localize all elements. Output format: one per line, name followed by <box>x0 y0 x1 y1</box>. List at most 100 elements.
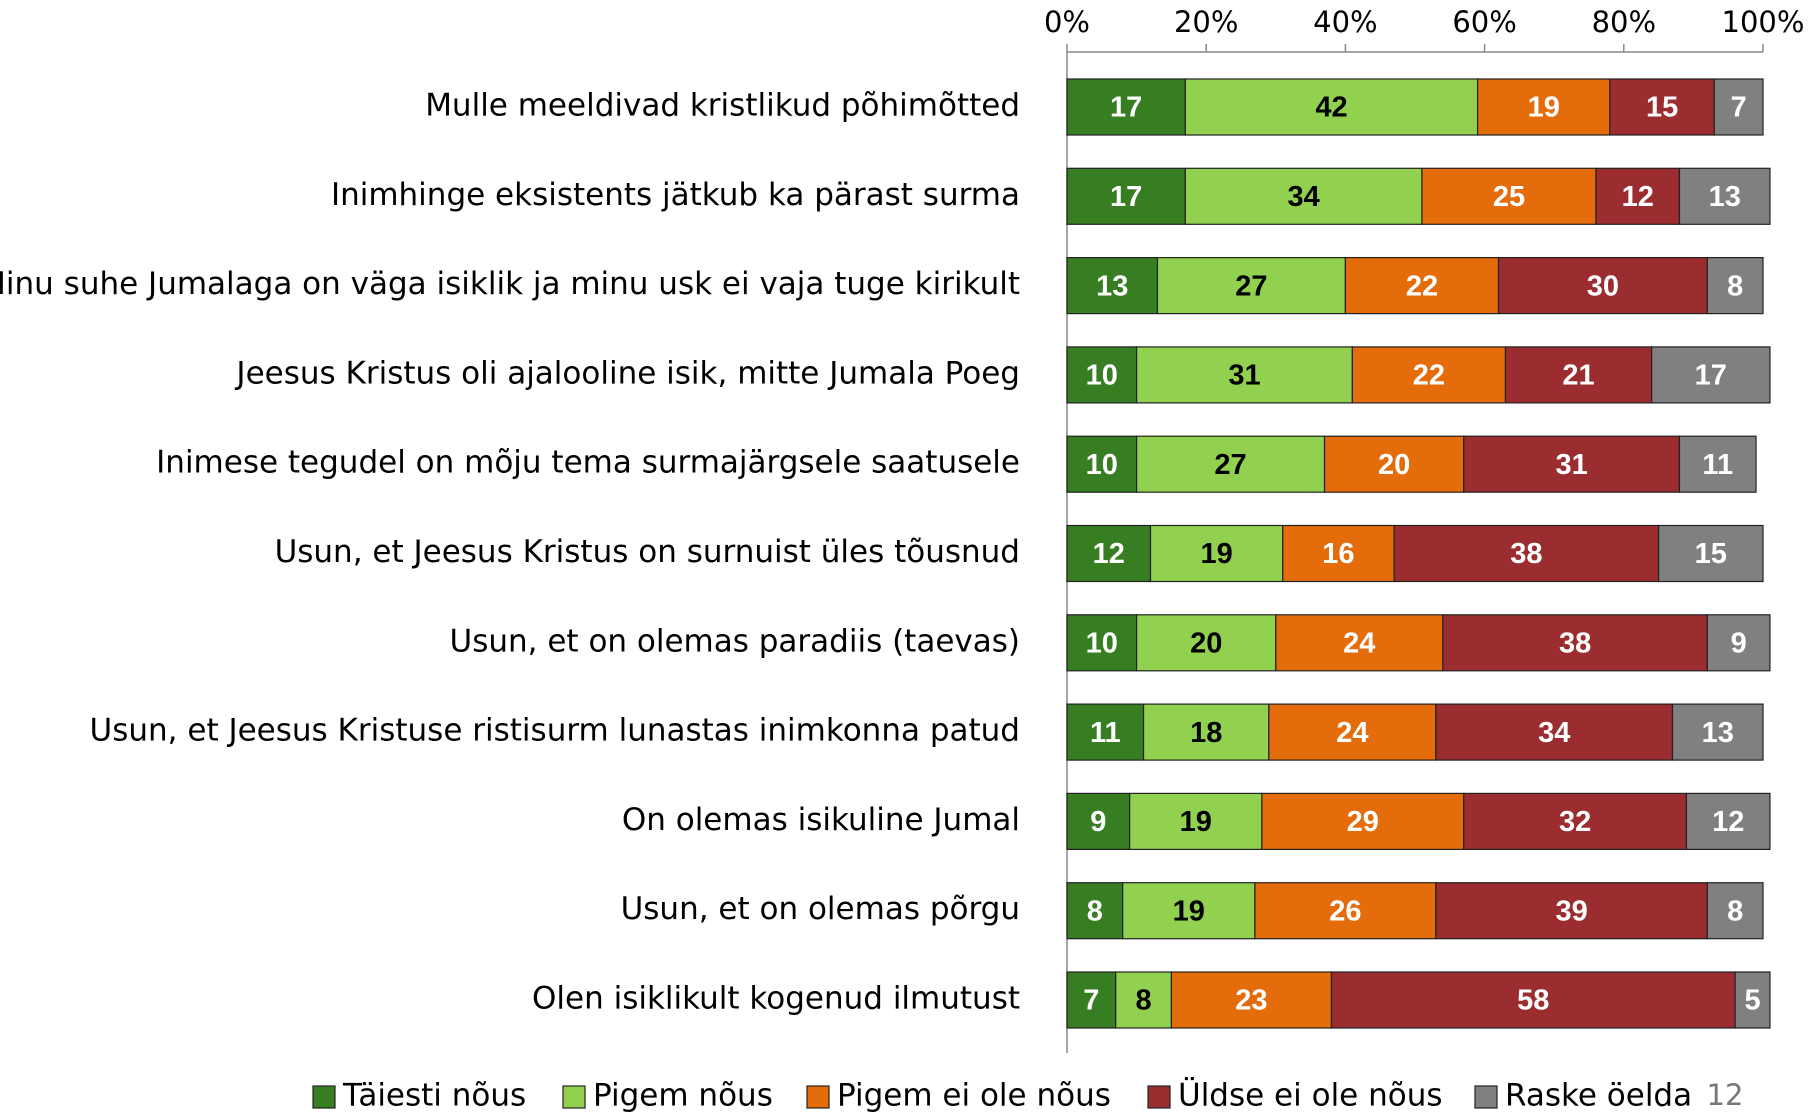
value-label: 20 <box>1190 627 1222 659</box>
value-label: 13 <box>1709 181 1741 213</box>
value-label: 19 <box>1201 538 1233 570</box>
value-label: 34 <box>1288 181 1320 213</box>
bar-segment <box>1706 882 1764 940</box>
value-label: 17 <box>1695 360 1727 392</box>
page-number: 12 <box>1707 1078 1744 1112</box>
bar-segment <box>1734 971 1771 1029</box>
value-label: 27 <box>1235 270 1267 302</box>
value-label: 21 <box>1562 360 1594 392</box>
value-label: 12 <box>1093 538 1125 570</box>
bar-segment <box>1713 78 1764 136</box>
value-label: 24 <box>1336 717 1368 749</box>
bar-segment <box>1066 971 1117 1029</box>
value-label: 10 <box>1086 360 1118 392</box>
category-label: Inimese tegudel on mõju tema surmajärgse… <box>156 445 1020 481</box>
value-label: 8 <box>1087 895 1103 927</box>
bar-segment <box>1135 435 1326 493</box>
value-label: 12 <box>1622 181 1654 213</box>
value-label: 30 <box>1587 270 1619 302</box>
value-label: 25 <box>1493 181 1525 213</box>
x-tick-label: 60% <box>1452 5 1516 39</box>
x-tick-label: 80% <box>1592 5 1656 39</box>
bar-segment <box>1156 257 1346 315</box>
legend-swatch <box>312 1085 336 1109</box>
value-label: 20 <box>1378 449 1410 481</box>
bar-segment <box>1323 435 1465 493</box>
bar-segment <box>1066 78 1186 136</box>
legend-label: Üldse ei ole nõus <box>1178 1077 1443 1112</box>
bar-segment <box>1678 167 1771 225</box>
value-label: 9 <box>1731 627 1747 659</box>
bar-segment <box>1066 882 1124 940</box>
value-label: 17 <box>1110 181 1142 213</box>
bar-segment <box>1268 703 1437 761</box>
bar-segment <box>1685 792 1771 851</box>
value-label: 27 <box>1214 449 1246 481</box>
x-tick-label: 40% <box>1313 5 1377 39</box>
bar-segment <box>1254 882 1437 940</box>
legend-label: Pigem nõus <box>593 1078 773 1112</box>
value-label: 31 <box>1228 360 1260 392</box>
value-label: 42 <box>1315 92 1347 124</box>
category-label: On olemas isikuline Jumal <box>622 802 1020 838</box>
value-label: 26 <box>1329 895 1361 927</box>
value-label: 5 <box>1744 985 1760 1017</box>
bar-segment <box>1393 524 1660 583</box>
bar-segment <box>1463 435 1681 493</box>
bar-segment <box>1149 524 1284 583</box>
bar-segment <box>1184 167 1423 225</box>
bar-segment <box>1275 614 1444 672</box>
value-label: 16 <box>1322 538 1354 570</box>
category-label: Jeesus Kristus oli ajalooline isik, mitt… <box>234 355 1020 391</box>
legend-swatch <box>1474 1085 1498 1109</box>
bar-segment <box>1282 524 1395 583</box>
bar-segment <box>1066 792 1131 851</box>
value-label: 19 <box>1173 895 1205 927</box>
bar-segment <box>1170 971 1333 1029</box>
bar-segment <box>1678 435 1757 493</box>
bar-segment <box>1066 257 1159 315</box>
bar-segment <box>1351 346 1507 404</box>
bar-segment <box>1671 703 1764 761</box>
category-label: Inimhinge eksistents jätkub ka pärast su… <box>331 177 1020 213</box>
x-tick-label: 20% <box>1174 5 1238 39</box>
bar-segment <box>1706 614 1771 672</box>
value-label: 34 <box>1538 717 1570 749</box>
bar-segment <box>1651 346 1771 404</box>
bar-segment <box>1504 346 1653 404</box>
value-label: 29 <box>1347 806 1379 838</box>
bar-segment <box>1435 882 1708 940</box>
bar-segment <box>1066 167 1186 225</box>
category-label: Usun, et Jeesus Kristus on surnuist üles… <box>275 534 1020 570</box>
value-label: 13 <box>1096 270 1128 302</box>
legend-label: Raske öelda <box>1505 1078 1692 1112</box>
bar-segment <box>1497 257 1708 315</box>
value-label: 11 <box>1090 717 1121 749</box>
bar-segment <box>1330 971 1736 1029</box>
legend-label: Pigem ei ole nõus <box>837 1078 1111 1112</box>
bar-segment <box>1463 792 1688 851</box>
value-label: 8 <box>1727 270 1743 302</box>
value-label: 10 <box>1086 627 1118 659</box>
value-label: 15 <box>1695 538 1727 570</box>
value-label: 58 <box>1517 985 1549 1017</box>
bar-segment <box>1442 614 1708 672</box>
category-label: Usun, et Jeesus Kristuse ristisurm lunas… <box>90 713 1020 749</box>
category-label: Olen isiklikult kogenud ilmutust <box>532 981 1020 1017</box>
bar-segment <box>1129 792 1263 851</box>
value-label: 7 <box>1731 92 1747 124</box>
value-label: 8 <box>1135 985 1151 1017</box>
bar-segment <box>1066 524 1152 583</box>
bar-segment <box>1421 167 1597 225</box>
category-label: Minu suhe Jumalaga on väga isiklik ja mi… <box>0 266 1020 302</box>
bar-segment <box>1184 78 1479 136</box>
bar-segment <box>1066 614 1138 672</box>
bar-segment <box>1135 346 1353 404</box>
value-label: 31 <box>1555 449 1587 481</box>
value-label: 15 <box>1646 92 1678 124</box>
value-label: 32 <box>1559 806 1591 838</box>
bar-segment <box>1142 703 1270 761</box>
bar-segment <box>1595 167 1681 225</box>
value-label: 12 <box>1712 806 1744 838</box>
